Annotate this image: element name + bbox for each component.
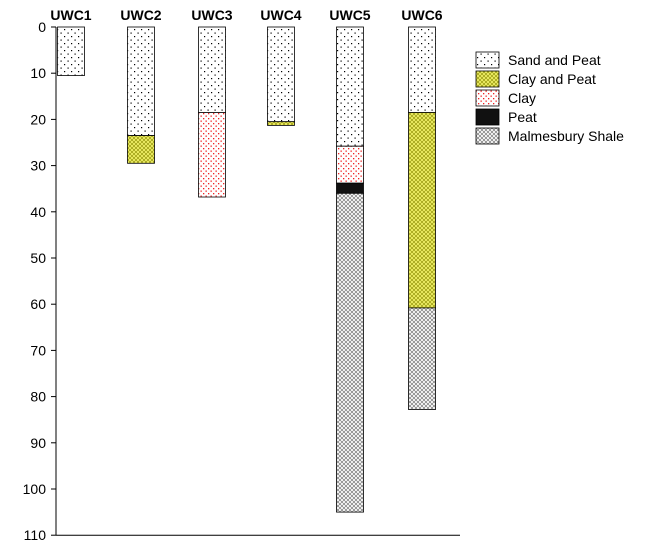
y-tick-label: 40 [30, 204, 46, 220]
category-label: UWC2 [120, 7, 161, 23]
layer-clay-and-peat [127, 135, 155, 164]
legend-swatch [475, 108, 500, 126]
y-tick-label: 30 [30, 158, 46, 174]
column-uwc3 [198, 26, 226, 198]
legend-swatch [475, 127, 500, 145]
bars [57, 26, 436, 513]
layer-peat [336, 182, 364, 194]
layer-sand-and-peat [267, 26, 295, 123]
layer-clay [336, 145, 364, 184]
column-uwc4 [267, 26, 295, 126]
legend-label: Peat [508, 109, 537, 125]
y-tick-label: 100 [23, 481, 47, 497]
legend-item-clay-and-peat: Clay and Peat [475, 70, 596, 88]
legend-item-malmesbury-shale: Malmesbury Shale [475, 127, 624, 145]
y-tick-label: 70 [30, 342, 46, 358]
column-uwc1 [57, 26, 85, 76]
layer-clay-and-peat [408, 112, 436, 309]
legend-item-clay: Clay [475, 89, 536, 107]
legend-swatch [475, 51, 500, 69]
legend-label: Clay and Peat [508, 71, 596, 87]
layer-malmesbury-shale [336, 192, 364, 513]
layer-sand-and-peat [57, 26, 85, 76]
category-labels: UWC1 UWC2 UWC3 UWC4 UWC5 UWC6 [50, 7, 442, 23]
y-tick-label: 60 [30, 296, 46, 312]
legend-label: Clay [508, 90, 536, 106]
legend-label: Malmesbury Shale [508, 128, 624, 144]
y-tick-label: 0 [38, 19, 46, 35]
category-label: UWC3 [191, 7, 232, 23]
layer-sand-and-peat [408, 26, 436, 113]
y-tick-label: 10 [30, 65, 46, 81]
column-uwc2 [127, 26, 155, 164]
y-tick-label: 20 [30, 111, 46, 127]
y-tick-label: 80 [30, 389, 46, 405]
category-label: UWC5 [329, 7, 370, 23]
column-uwc6 [408, 26, 436, 410]
legend-item-sand-and-peat: Sand and Peat [475, 51, 601, 69]
layer-clay [198, 112, 226, 198]
legend-item-peat: Peat [475, 108, 537, 126]
category-label: UWC4 [260, 7, 301, 23]
legend-swatch [475, 89, 500, 107]
category-label: UWC6 [401, 7, 442, 23]
category-label: UWC1 [50, 7, 91, 23]
y-tick-label: 50 [30, 250, 46, 266]
y-tick-label: 90 [30, 435, 46, 451]
y-axis: 0 10 20 30 40 50 60 70 80 90 100 110 [23, 19, 460, 541]
legend: Sand and Peat Clay and Peat Clay Peat Malmes… [475, 51, 624, 145]
layer-malmesbury-shale [408, 307, 436, 410]
layer-sand-and-peat [336, 26, 364, 147]
column-uwc5 [336, 26, 364, 513]
layer-clay-and-peat [267, 121, 295, 126]
layer-sand-and-peat [198, 26, 226, 113]
layer-sand-and-peat [127, 26, 155, 136]
legend-label: Sand and Peat [508, 52, 601, 68]
legend-swatch [475, 70, 500, 88]
y-tick-label: 110 [24, 527, 47, 541]
